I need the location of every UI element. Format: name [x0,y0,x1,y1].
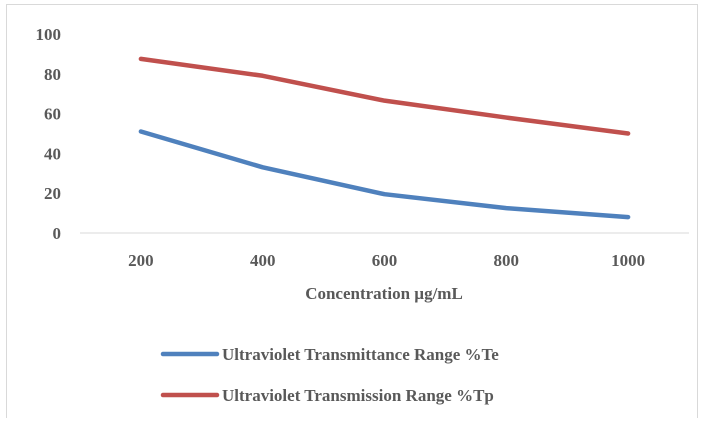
y-tick-label: 80 [44,65,61,84]
y-axis-ticks: 0 20 40 60 80 100 [36,25,62,243]
legend-item: Ultraviolet Transmittance Range %Te [160,345,499,364]
y-tick-label: 60 [44,105,61,124]
x-tick-label: 200 [128,251,154,270]
x-axis-title: Concentration µg/mL [305,284,463,303]
chart-area [6,4,698,418]
series-lines [138,56,631,220]
x-tick-label: 400 [250,251,276,270]
series-line-1 [138,129,631,220]
legend-label: Ultraviolet Transmittance Range %Te [222,345,499,364]
x-tick-label: 600 [372,251,398,270]
y-tick-label: 0 [53,224,62,243]
y-tick-label: 20 [44,184,61,203]
y-tick-label: 100 [36,25,62,44]
x-tick-label: 1000 [611,251,645,270]
legend: Ultraviolet Transmittance Range %Te Ultra… [160,345,499,405]
legend-label: Ultraviolet Transmission Range %Tp [222,386,494,405]
x-axis-ticks: 200 400 600 800 1000 [128,251,645,270]
y-tick-label: 40 [44,144,61,163]
series-line-2 [138,56,631,136]
x-tick-label: 800 [494,251,520,270]
legend-item: Ultraviolet Transmission Range %Tp [160,386,494,405]
